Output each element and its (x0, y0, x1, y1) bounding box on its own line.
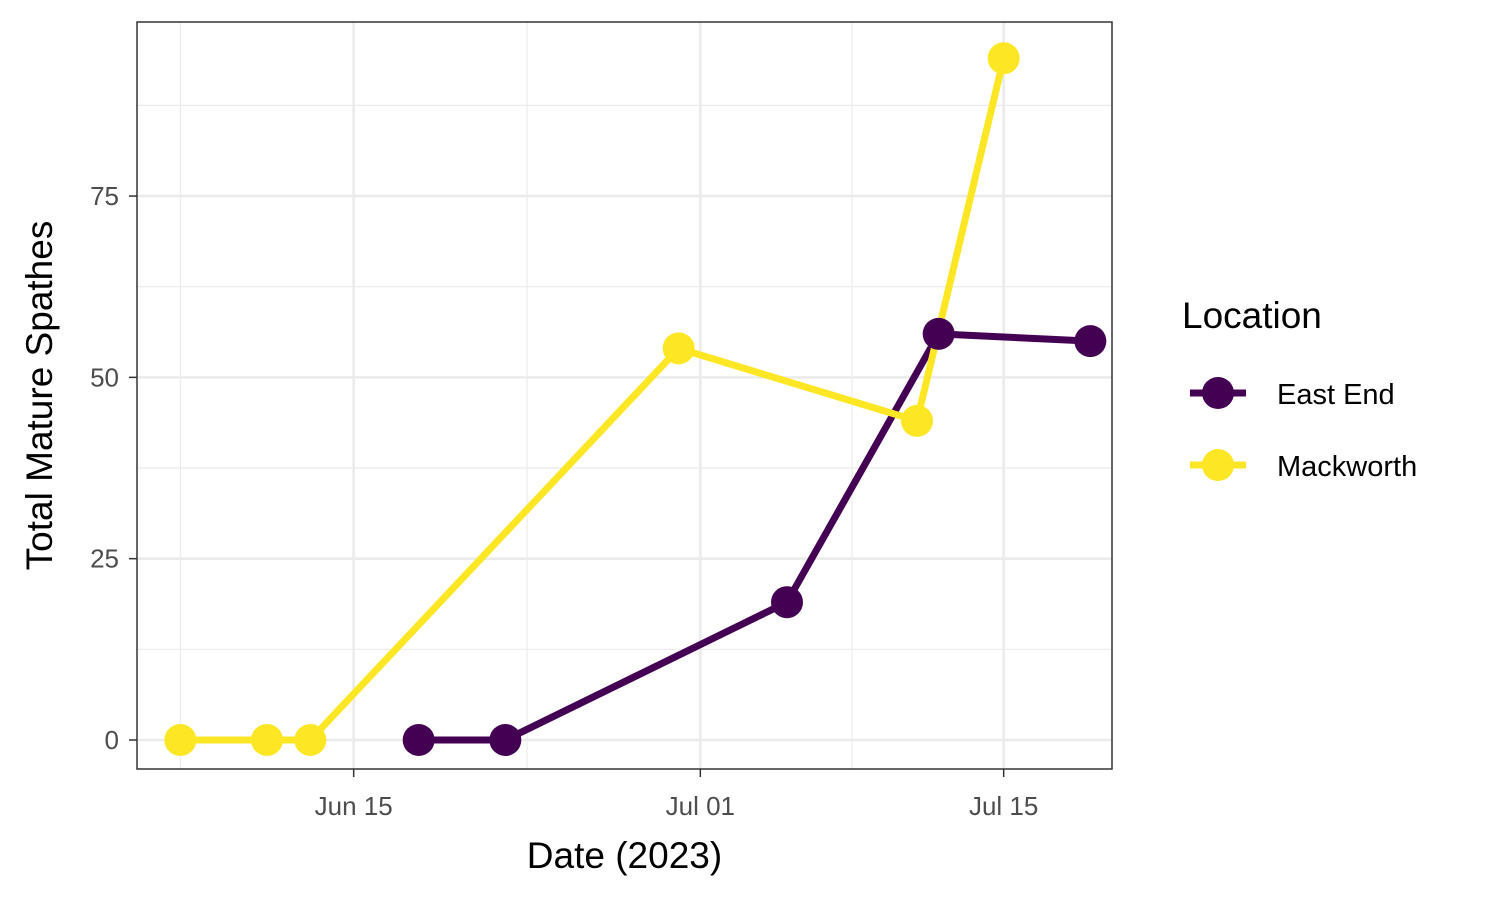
data-point-east-end (1074, 325, 1107, 358)
data-point-mackworth (987, 42, 1020, 75)
minor-gridlines (137, 22, 1112, 769)
data-point-mackworth (294, 723, 327, 756)
legend-key-point-mackworth (1202, 449, 1234, 481)
tick-labels: Jun 15 Jul 01 Jul 15 0 25 50 75 (90, 181, 1038, 821)
x-tick-label: Jul 15 (969, 791, 1038, 821)
x-axis-title: Date (2023) (527, 835, 722, 876)
series-layer (164, 42, 1107, 756)
y-tick-label: 75 (90, 181, 119, 211)
y-tick-label: 0 (105, 725, 119, 755)
data-point-east-end (402, 723, 435, 756)
x-tick-label: Jul 01 (666, 791, 735, 821)
series-line-east-end (418, 330, 1091, 744)
legend-label-east-end: East End (1277, 379, 1395, 411)
data-point-mackworth (662, 332, 695, 365)
plot-panel-border (136, 21, 1113, 770)
data-point-mackworth (251, 723, 283, 756)
legend-key-point-east-end (1202, 377, 1234, 409)
y-axis-title: Total Mature Spathes (19, 221, 60, 571)
axis-ticks (129, 195, 1005, 777)
data-point-mackworth (164, 723, 197, 756)
major-gridlines (137, 22, 1112, 769)
series-line-mackworth (180, 57, 1008, 744)
data-point-east-end (771, 586, 803, 619)
legend-title: Location (1182, 295, 1322, 336)
x-tick-label: Jun 15 (315, 791, 393, 821)
data-point-east-end (489, 723, 522, 756)
legend: Location East End Mackworth (1182, 295, 1417, 483)
data-point-east-end (922, 317, 955, 350)
y-tick-label: 25 (90, 544, 119, 574)
y-tick-label: 50 (90, 362, 119, 392)
data-point-mackworth (901, 404, 933, 437)
legend-label-mackworth: Mackworth (1277, 451, 1417, 483)
